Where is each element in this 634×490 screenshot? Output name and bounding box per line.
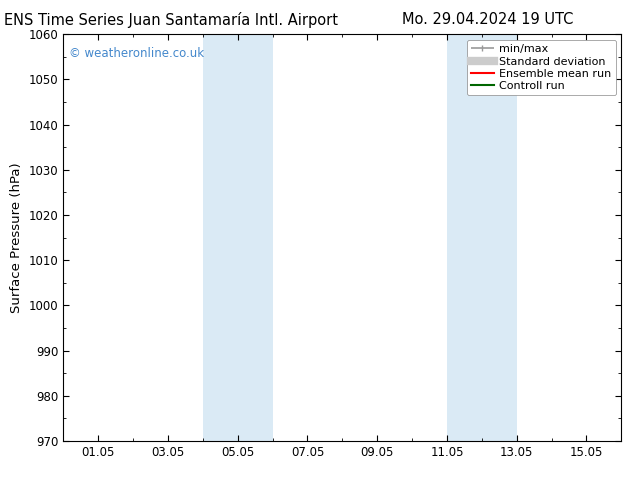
Text: ENS Time Series Juan Santamaría Intl. Airport: ENS Time Series Juan Santamaría Intl. Ai… <box>4 12 338 28</box>
Y-axis label: Surface Pressure (hPa): Surface Pressure (hPa) <box>10 162 23 313</box>
Text: Mo. 29.04.2024 19 UTC: Mo. 29.04.2024 19 UTC <box>403 12 574 27</box>
Text: © weatheronline.co.uk: © weatheronline.co.uk <box>69 47 204 59</box>
Legend: min/max, Standard deviation, Ensemble mean run, Controll run: min/max, Standard deviation, Ensemble me… <box>467 40 616 96</box>
Bar <box>447 34 517 441</box>
Bar <box>203 34 273 441</box>
